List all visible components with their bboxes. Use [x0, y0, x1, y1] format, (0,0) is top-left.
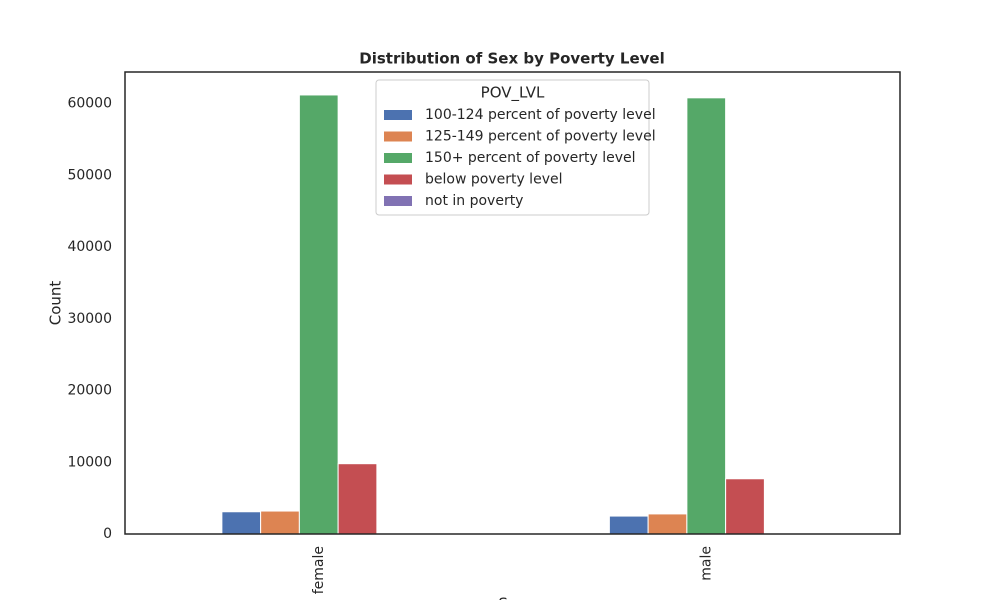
y-axis-label: Count — [47, 281, 65, 326]
bar — [686, 97, 727, 535]
legend-swatch — [384, 174, 412, 185]
legend-swatch — [384, 153, 412, 163]
legend-swatch — [384, 131, 412, 142]
legend-swatch — [384, 110, 412, 120]
x-axis-label: Sex — [498, 595, 525, 600]
bar — [608, 515, 649, 535]
x-tick-label: male — [698, 546, 714, 581]
legend-title: POV_LVL — [481, 84, 545, 103]
bar — [221, 511, 262, 535]
chart-title: Distribution of Sex by Poverty Level — [359, 50, 664, 68]
bar — [260, 510, 300, 535]
legend-label: below poverty level — [425, 172, 562, 188]
y-tick-label: 10000 — [67, 454, 112, 470]
legend-label: 150+ percent of poverty level — [425, 150, 636, 166]
y-tick-label: 40000 — [67, 239, 112, 255]
y-tick-label: 50000 — [67, 167, 112, 183]
legend-swatch — [384, 196, 412, 206]
legend-label: not in poverty — [425, 193, 523, 209]
bar — [725, 478, 765, 535]
y-tick-label: 20000 — [67, 383, 112, 399]
legend-box — [375, 79, 650, 216]
legend-label: 100-124 percent of poverty level — [425, 107, 656, 123]
bar — [337, 463, 378, 535]
legend-label: 125-149 percent of poverty level — [425, 129, 656, 145]
plot-frame — [124, 71, 901, 535]
x-tick-label: female — [311, 546, 327, 594]
bar — [298, 94, 339, 535]
y-tick-label: 0 — [103, 526, 112, 542]
y-tick-label: 30000 — [67, 311, 112, 327]
y-tick-label: 60000 — [67, 96, 112, 112]
bar — [647, 513, 688, 535]
